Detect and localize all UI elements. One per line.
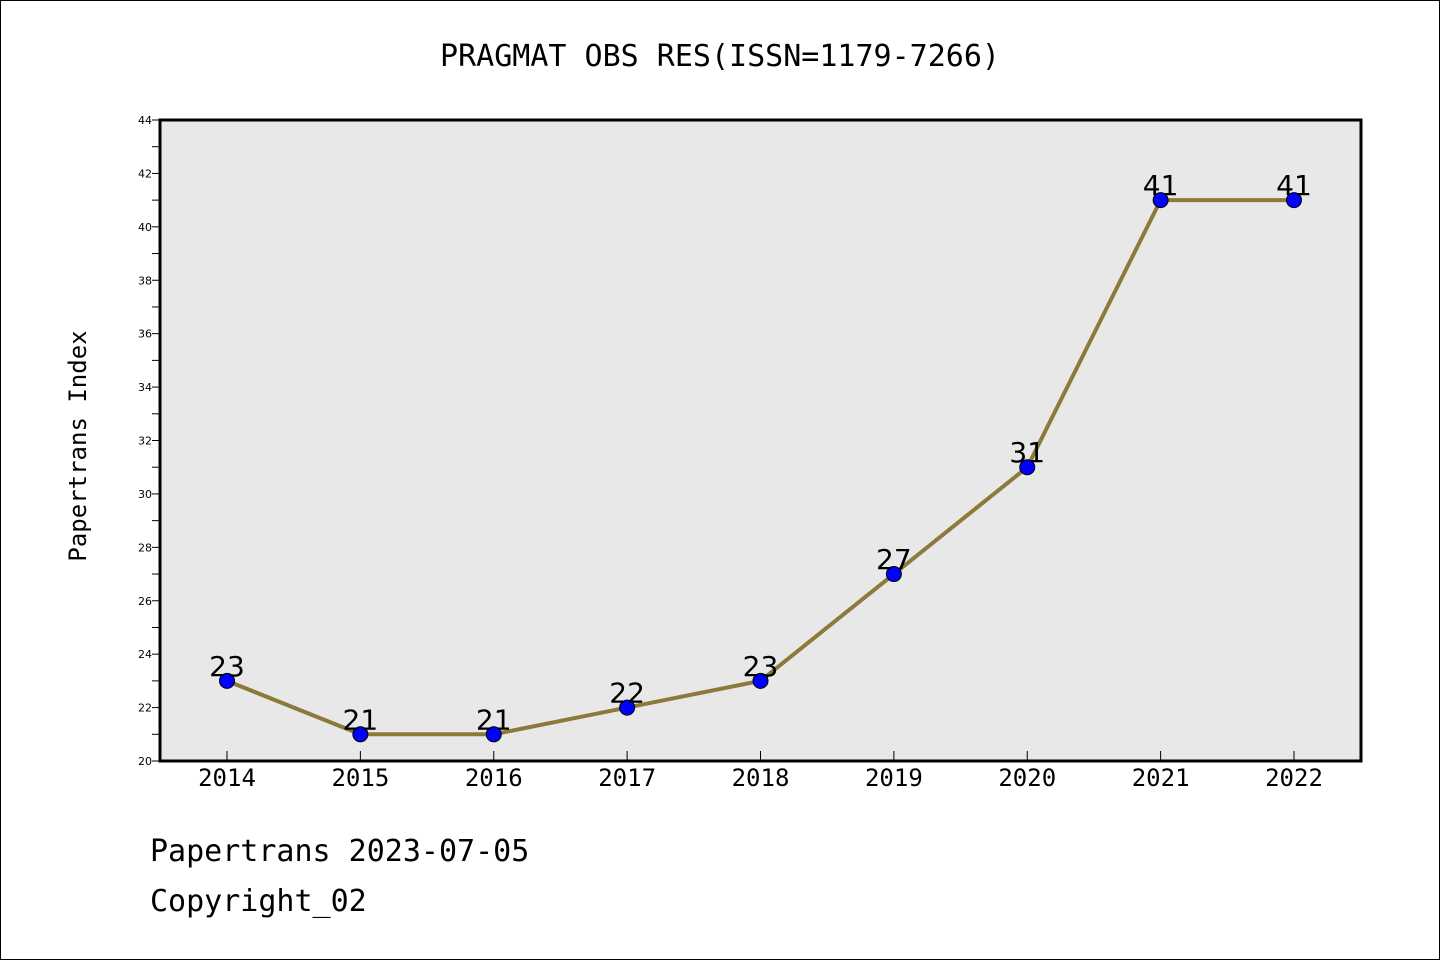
footer-copyright: Copyright_02 — [150, 884, 367, 919]
data-label: 23 — [743, 650, 779, 683]
data-label: 21 — [476, 703, 512, 736]
data-label: 41 — [1143, 169, 1179, 202]
y-tick-label: 28 — [138, 541, 152, 554]
y-tick-label: 40 — [138, 221, 152, 234]
footer-date: Papertrans 2023-07-05 — [150, 834, 530, 869]
data-point — [619, 699, 636, 716]
y-tick-label: 20 — [138, 755, 152, 768]
y-tick-label: 30 — [138, 488, 152, 501]
chart-title: PRAGMAT OBS RES(ISSN=1179-7266) — [440, 39, 1000, 74]
y-tick-label: 32 — [138, 435, 152, 448]
x-tick-label: 2020 — [998, 764, 1056, 792]
data-label: 22 — [609, 677, 645, 710]
x-tick-label: 2015 — [331, 764, 389, 792]
data-point — [752, 672, 769, 689]
x-tick-label: 2018 — [732, 764, 790, 792]
data-point — [1286, 192, 1302, 209]
x-tick-label: 2022 — [1265, 764, 1323, 792]
data-point — [1152, 192, 1169, 209]
data-label: 23 — [209, 650, 245, 683]
y-tick-label: 36 — [138, 328, 152, 341]
y-tick-label: 22 — [138, 702, 152, 715]
x-tick-label: 2019 — [865, 764, 923, 792]
data-label: 27 — [876, 543, 912, 576]
data-point — [1019, 459, 1036, 476]
plot-area — [160, 120, 1361, 761]
x-tick-label: 2017 — [598, 764, 656, 792]
y-tick-label: 24 — [138, 648, 152, 661]
y-tick-label: 34 — [138, 381, 152, 394]
data-label: 41 — [1276, 169, 1312, 202]
x-tick-label: 2021 — [1132, 764, 1190, 792]
y-axis-ticks: 20 22 24 26 28 30 32 34 36 38 40 42 44 — [138, 114, 160, 768]
x-tick-label: 2014 — [198, 764, 256, 792]
data-labels: 23 21 21 22 23 27 31 41 41 — [209, 169, 1312, 736]
data-point — [219, 672, 235, 689]
y-tick-label: 44 — [138, 114, 152, 127]
plot-border — [158, 118, 1363, 763]
data-point — [352, 726, 369, 743]
y-axis-label: Papertrans Index — [64, 330, 92, 561]
data-label: 21 — [343, 703, 379, 736]
y-tick-label: 38 — [138, 274, 152, 287]
y-tick-label: 42 — [138, 167, 152, 180]
data-point — [485, 726, 502, 743]
data-label: 31 — [1009, 436, 1045, 469]
x-tick-label: 2016 — [465, 764, 523, 792]
series-markers — [219, 192, 1302, 743]
data-point — [885, 566, 902, 583]
y-tick-label: 26 — [138, 595, 152, 608]
x-axis-ticks: 2014 2015 2016 2017 2018 2019 2020 2021 2022 — [198, 751, 1323, 792]
